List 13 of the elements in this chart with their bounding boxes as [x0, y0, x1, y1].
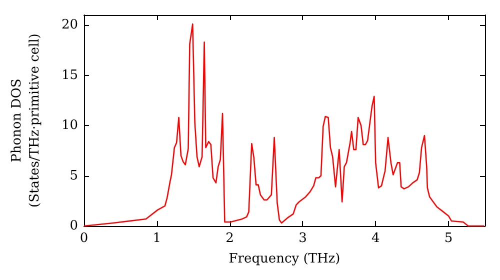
y-tick-label: 20: [61, 18, 78, 33]
y-axis-title: Phonon DOS (States/THz·primitive cell): [10, 33, 42, 208]
y-tick-label: 5: [70, 168, 78, 184]
y-tick-label: 15: [61, 68, 78, 83]
x-tick-label: 2: [226, 231, 234, 246]
y-tick-label: 10: [61, 118, 78, 134]
x-tick-label: 4: [371, 231, 380, 246]
x-tick-label: 5: [444, 231, 453, 246]
x-axis-title: Frequency (THz): [228, 252, 340, 266]
y-tick-label: 0: [70, 218, 78, 234]
x-tick-label: 3: [298, 231, 307, 246]
x-tick-label: 0: [80, 231, 88, 246]
x-tick-label: 1: [152, 231, 162, 246]
